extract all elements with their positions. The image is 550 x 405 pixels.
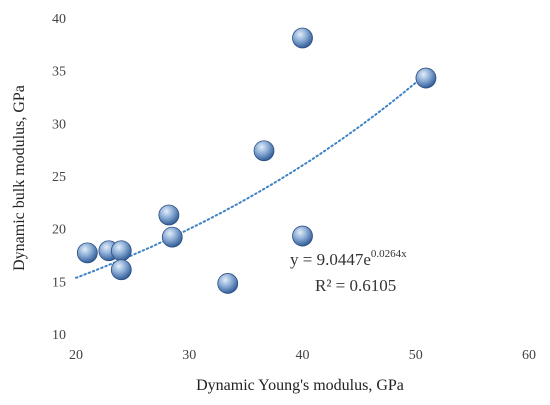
y-tick-label: 20 xyxy=(52,223,66,238)
data-point xyxy=(76,242,98,264)
y-tick-label: 35 xyxy=(52,65,66,80)
trendline-equation: y = 9.0447e0.0264x xyxy=(290,248,407,269)
equation-exponent: 0.0264x xyxy=(371,248,407,260)
x-axis-label: Dynamic Young's modulus, GPa xyxy=(196,377,404,394)
y-tick-label: 30 xyxy=(52,117,66,132)
data-point xyxy=(110,259,132,281)
x-tick-label: 40 xyxy=(296,348,310,363)
y-tick-label: 25 xyxy=(52,170,66,185)
x-tick-label: 50 xyxy=(409,348,423,363)
data-point xyxy=(415,67,437,89)
data-point xyxy=(158,204,180,226)
x-tick-label: 20 xyxy=(69,348,83,363)
data-point xyxy=(110,240,132,262)
r-squared-label: R² = 0.6105 xyxy=(315,276,396,295)
data-point xyxy=(253,140,275,162)
data-points xyxy=(76,27,437,294)
data-point xyxy=(161,226,183,248)
y-tick-label: 10 xyxy=(52,328,66,343)
y-axis-ticks: 10 15 20 25 30 35 40 xyxy=(52,12,66,343)
data-point xyxy=(217,273,239,294)
y-axis-label: Dynamic bulk modulus, GPa xyxy=(11,85,28,271)
equation-base: y = 9.0447e xyxy=(290,250,371,269)
x-tick-label: 60 xyxy=(522,348,536,363)
trendline xyxy=(75,72,429,279)
data-point xyxy=(292,225,313,247)
y-tick-label: 15 xyxy=(52,275,66,290)
y-tick-label: 40 xyxy=(52,12,66,27)
x-tick-label: 30 xyxy=(182,348,196,363)
x-axis-ticks: 20 30 40 50 60 xyxy=(69,348,536,363)
data-point xyxy=(292,27,313,49)
